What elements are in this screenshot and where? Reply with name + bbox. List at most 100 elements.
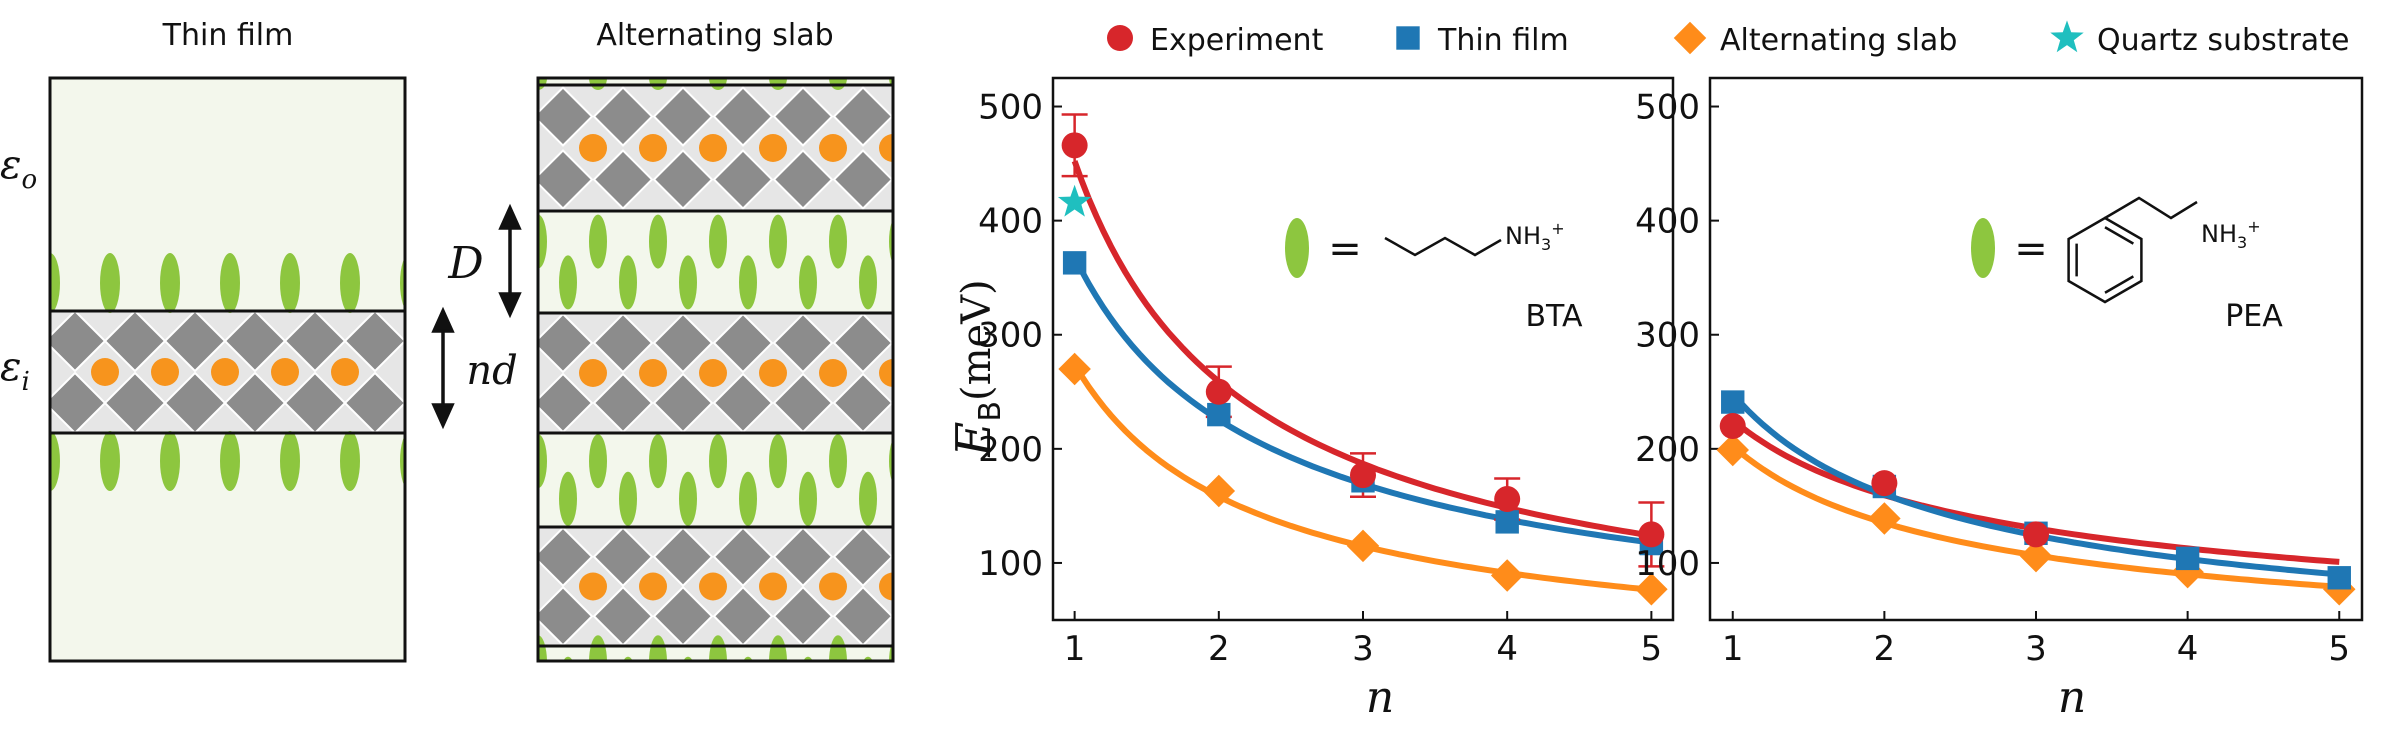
- thin-film-schematic: [48, 76, 407, 663]
- organic-spacer: [400, 257, 405, 309]
- alt-slab-frame: [536, 76, 895, 663]
- organic-spacer: [739, 471, 757, 526]
- alt-slab-title: Alternating slab: [596, 18, 833, 53]
- well-arrow: [431, 306, 455, 430]
- alt-slab-schematic: [536, 76, 895, 663]
- y-tick-label: 300: [978, 316, 1043, 356]
- organic-spacer: [829, 434, 847, 489]
- cation: [639, 359, 667, 387]
- organic-spacer: [400, 435, 405, 487]
- organic-spacer: [769, 434, 787, 489]
- y-tick-label: 100: [978, 544, 1043, 584]
- data-point-experiment: [1061, 132, 1088, 159]
- barrier-label: D: [447, 238, 483, 289]
- x-tick-label: 5: [1641, 629, 1663, 669]
- organic-spacer: [559, 471, 577, 526]
- organic-spacer: [859, 471, 877, 526]
- organic-spacer: [100, 253, 120, 313]
- cation: [579, 572, 607, 601]
- data-point-experiment: [1494, 486, 1521, 513]
- octahedron: [652, 526, 714, 588]
- octahedron: [772, 312, 834, 374]
- data-point-alternating-slab: [1868, 502, 1901, 535]
- organic-spacer: [739, 255, 757, 310]
- organic-spacer: [623, 656, 633, 661]
- octahedron: [163, 309, 227, 373]
- octahedron: [712, 86, 774, 147]
- octahedron: [592, 526, 654, 588]
- x-tick-label: 2: [1208, 629, 1230, 669]
- chart-pea: 100 200 300 400 500 1 2 3 4 5 = NH3+ PEA: [1635, 76, 2364, 669]
- organic-spacer: [340, 253, 360, 313]
- x-tick-label: 1: [1722, 629, 1744, 669]
- legend-marker: [1396, 26, 1420, 50]
- octahedron: [538, 526, 594, 588]
- organic-spacer: [589, 635, 607, 661]
- equals-sign: =: [1328, 226, 1362, 272]
- organic-spacer: [50, 253, 60, 313]
- data-point-experiment: [1205, 378, 1232, 405]
- octahedron: [772, 86, 834, 147]
- octahedron: [772, 149, 834, 210]
- molecule-structure: [1384, 236, 1502, 257]
- organic-spacer: [280, 431, 300, 491]
- data-point-thin-film: [1062, 251, 1087, 275]
- cation: [579, 359, 607, 387]
- octahedron: [712, 149, 774, 210]
- organic-spacer: [709, 214, 727, 269]
- cation: [151, 358, 179, 386]
- cation: [759, 572, 787, 601]
- organic-spacer: [649, 635, 667, 661]
- data-point-alternating-slab: [2019, 539, 2053, 573]
- y-tick-label: 200: [1635, 430, 1700, 470]
- organic-spacer: [709, 635, 727, 661]
- y-tick-label: 200: [978, 430, 1043, 470]
- legend-label: Quartz substrate: [2097, 23, 2349, 58]
- legend-label: Experiment: [1150, 23, 1324, 58]
- x-tick-label: 1: [1064, 629, 1086, 669]
- cation: [639, 134, 667, 162]
- legend-item-alternating-slab: Alternating slab: [1673, 21, 1957, 58]
- organic-spacer: [829, 214, 847, 269]
- well-label: nd: [466, 348, 517, 394]
- cation: [211, 358, 239, 386]
- data-point-thin-film: [2327, 566, 2351, 590]
- data-point-alternating-slab: [1490, 559, 1524, 592]
- cation: [819, 134, 847, 162]
- organic-spacer: [589, 434, 607, 489]
- legend-item-quartz-substrate: Quartz substrate: [2050, 20, 2349, 58]
- cation: [331, 358, 359, 386]
- organic-spacer: [100, 431, 120, 491]
- octahedron: [592, 86, 654, 147]
- octahedron: [832, 312, 893, 374]
- y-tick-label: 300: [1635, 316, 1700, 356]
- organic-spacer: [340, 431, 360, 491]
- organic-spacer: [559, 255, 577, 310]
- organic-spacer: [538, 434, 547, 489]
- cation: [639, 572, 667, 601]
- organic-spacer: [220, 253, 240, 313]
- data-point-thin-film: [1207, 402, 1231, 427]
- organic-spacer: [563, 656, 573, 661]
- organic-molecule-icon: [1971, 218, 1995, 278]
- cation: [699, 359, 727, 387]
- cation: [699, 572, 727, 601]
- y-tick-label: 100: [1635, 544, 1700, 584]
- epsilon-inner-label: εi: [0, 344, 30, 397]
- x-tick-label: 2: [1874, 629, 1896, 669]
- x-tick-label: 3: [2025, 629, 2047, 669]
- cation: [699, 134, 727, 162]
- organic-spacer: [649, 434, 667, 489]
- legend-label: Alternating slab: [1720, 23, 1957, 58]
- cation: [759, 359, 787, 387]
- organic-spacer: [160, 431, 180, 491]
- organic-spacer: [743, 656, 753, 661]
- organic-spacer: [50, 431, 60, 491]
- octahedron: [283, 309, 347, 373]
- data-point-thin-film: [1495, 510, 1519, 534]
- octahedron: [832, 526, 893, 588]
- cation: [879, 359, 893, 387]
- organic-spacer: [799, 471, 817, 526]
- data-point-experiment: [1350, 462, 1376, 489]
- molecule-label: PEA: [2225, 299, 2283, 334]
